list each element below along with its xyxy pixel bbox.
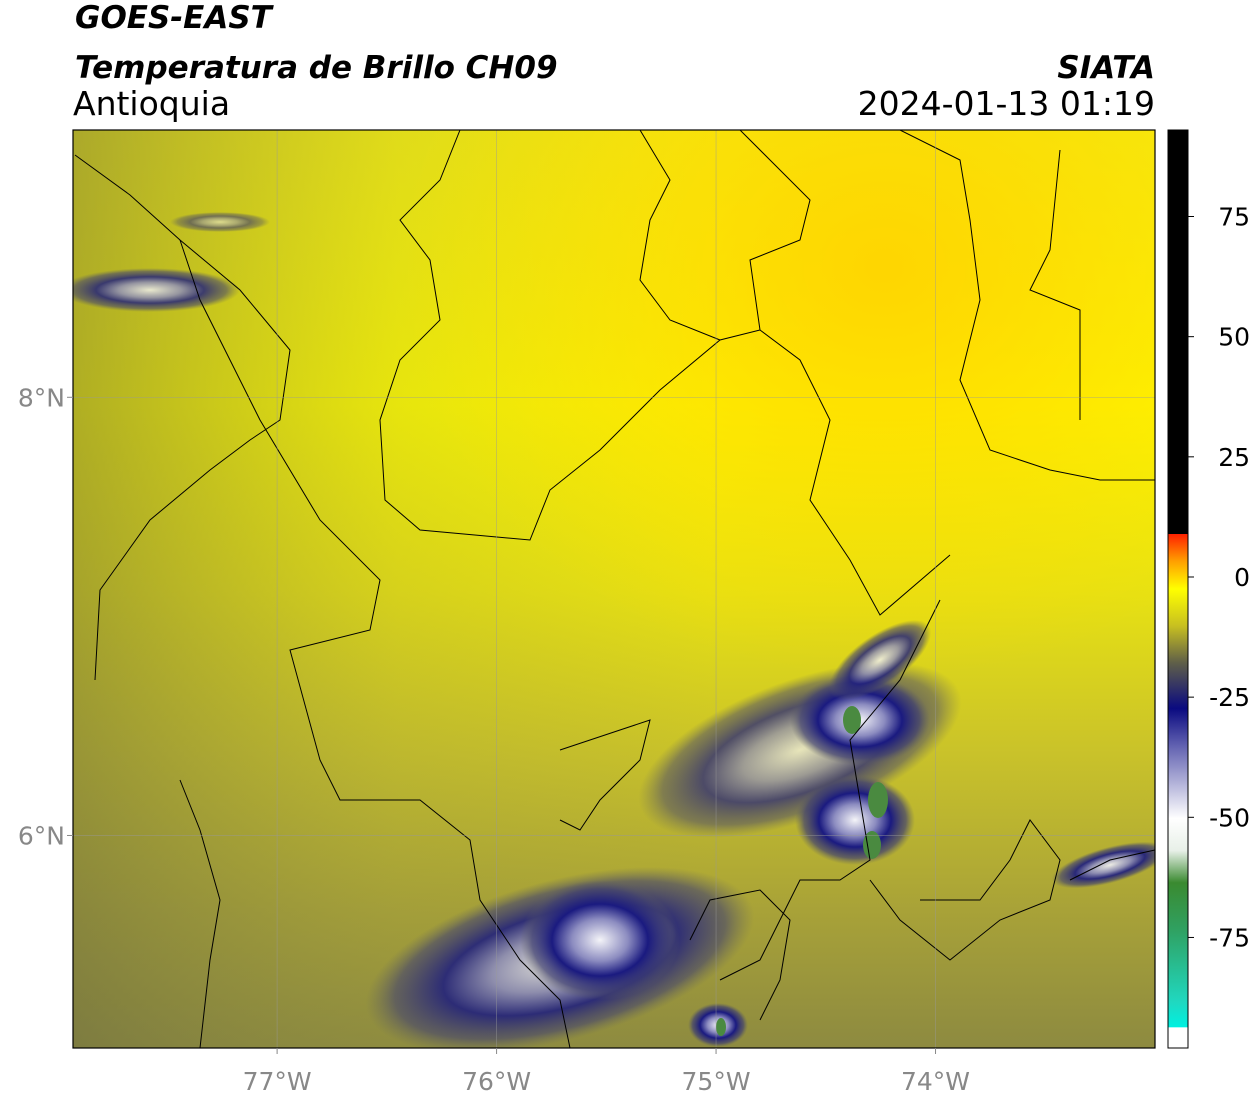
y-tick-label: 8°N [18,383,65,412]
subtitle: Temperatura de Brillo CH09 [75,50,558,86]
grid [73,130,1155,1048]
colorbar-tick-label: -50 [1209,803,1250,832]
x-tick-label: 75°W [682,1067,751,1096]
colorbar-tick-label: -75 [1209,923,1250,952]
colorbar [1167,129,1189,1049]
map-image [73,130,1155,1048]
colorbar-tick-label: 0 [1234,563,1250,592]
x-tick-label: 76°W [462,1067,531,1096]
source: SIATA [1057,50,1155,86]
colorbar-tick-label: 75 [1218,203,1250,232]
map-frame [72,129,1156,1049]
y-tick-label: 6°N [18,821,65,850]
datetime: 2024-01-13 01:19 [858,84,1155,123]
title: GOES-EAST [75,0,275,36]
x-tick-label: 74°W [901,1067,970,1096]
region: Antioquia [73,84,230,123]
x-tick-label: 77°W [243,1067,312,1096]
colorbar-tick-label: 50 [1218,323,1250,352]
colorbar-tick-label: -25 [1209,683,1250,712]
colorbar-tick-label: 25 [1218,443,1250,472]
